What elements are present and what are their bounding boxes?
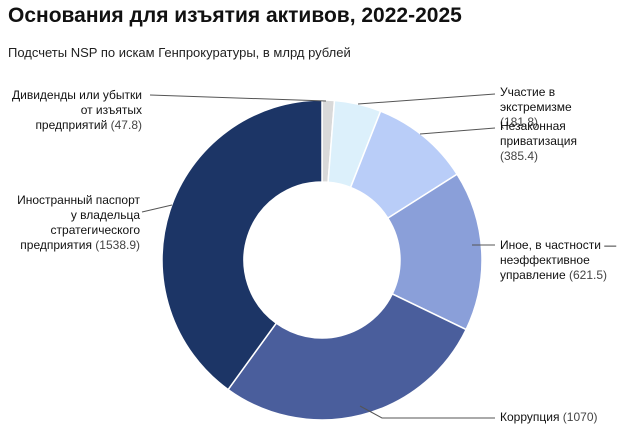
- leader-line: [141, 204, 173, 213]
- slice-label: Дивиденды или убытки от изъятых предприя…: [12, 88, 142, 133]
- slice: [386, 173, 483, 331]
- chart-subtitle: Подсчеты NSP по искам Генпрокуратуры, в …: [8, 45, 351, 60]
- leader-line: [357, 93, 496, 105]
- slice-label: Коррупция (1070): [500, 410, 630, 425]
- value-label: (385.4): [500, 149, 539, 163]
- slice-label: Незаконная приватизация (385.4): [500, 119, 610, 164]
- leader-line: [149, 94, 327, 102]
- category-label: Иностранный паспорт у владельца стратеги…: [17, 193, 140, 252]
- value-label: (1538.9): [95, 238, 140, 252]
- category-label: Иное, в частности — неэффективное управл…: [500, 238, 617, 282]
- leader-line: [419, 127, 496, 135]
- slice-label: Иное, в частности — неэффективное управл…: [500, 238, 630, 283]
- category-label: Незаконная приватизация: [500, 119, 577, 148]
- value-label: (47.8): [110, 118, 142, 132]
- value-label: (181.8): [500, 115, 539, 129]
- slice-label: Участие в экстремизме (181.8): [500, 85, 610, 130]
- category-label: Коррупция: [500, 410, 560, 424]
- value-label: (621.5): [568, 268, 607, 282]
- category-label: Дивиденды или убытки от изъятых предприя…: [12, 88, 142, 132]
- slice: [161, 99, 323, 391]
- leader-line: [359, 405, 495, 419]
- value-label: (1070): [562, 410, 598, 424]
- slice-label: Иностранный паспорт у владельца стратеги…: [8, 193, 140, 253]
- chart-title: Основания для изъятия активов, 2022-2025: [8, 4, 462, 27]
- slice: [227, 292, 468, 421]
- category-label: Участие в экстремизме: [500, 85, 572, 114]
